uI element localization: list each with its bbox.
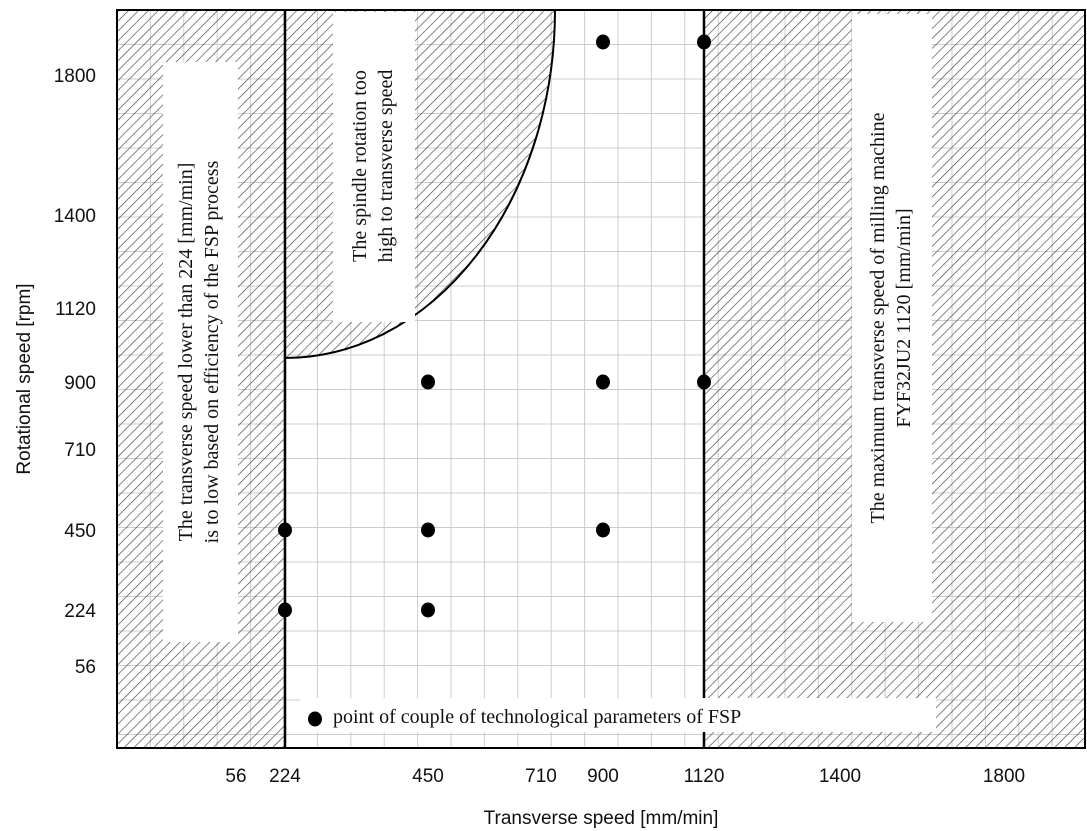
x-tick-labels: 56 224 450 710 900 1120 1400 1800: [225, 766, 1025, 787]
low-zone-label-line1: The transverse speed lower than 224 [mm/…: [175, 163, 197, 542]
y-tick-label: 710: [64, 440, 96, 461]
data-point: [421, 602, 435, 618]
x-tick-label: 224: [269, 766, 301, 787]
data-point: [421, 522, 435, 538]
data-point: [278, 602, 292, 618]
y-tick-label: 56: [75, 657, 96, 678]
x-tick-label: 900: [587, 766, 619, 787]
legend-marker: [308, 711, 322, 727]
max-zone-label-bg: [852, 14, 932, 622]
x-tick-label: 56: [225, 766, 246, 787]
data-point: [697, 374, 711, 390]
data-point: [596, 374, 610, 390]
data-point: [596, 522, 610, 538]
x-tick-label: 1800: [983, 766, 1025, 787]
low-zone-label-bg: [163, 62, 238, 642]
x-tick-label: 1400: [819, 766, 861, 787]
high-rotation-label-bg: [333, 12, 415, 322]
max-zone-label-line1: The maximum transverse speed of milling …: [867, 112, 889, 523]
high-rotation-label-line2: high to transverse speed: [375, 70, 397, 263]
max-zone-label-line2: FYF32JU2 1120 [mm/min]: [893, 208, 915, 427]
data-point: [596, 34, 610, 50]
x-tick-label: 1120: [684, 766, 725, 787]
y-tick-labels: 1800 1400 1120 900 710 450 224 56: [54, 66, 97, 678]
x-tick-label: 450: [412, 766, 444, 787]
data-points: [278, 34, 711, 618]
high-rotation-label-line1: The spindle rotation too: [349, 70, 371, 262]
y-axis-label: Rotational speed [rpm]: [14, 283, 35, 474]
x-axis-label: Transverse speed [mm/min]: [484, 808, 719, 829]
plot-frame: [116, 9, 1086, 749]
data-point: [278, 522, 292, 538]
y-tick-label: 1400: [54, 206, 96, 227]
y-tick-label: 450: [64, 521, 96, 542]
x-tick-label: 710: [525, 766, 557, 787]
data-point: [421, 374, 435, 390]
data-point: [697, 34, 711, 50]
y-tick-label: 900: [64, 373, 96, 394]
low-zone-label-line2: is to low based on efficiency of the FSP…: [201, 160, 223, 543]
legend-text: point of couple of technological paramet…: [333, 706, 741, 728]
y-tick-label: 1120: [55, 299, 96, 320]
y-tick-label: 1800: [54, 66, 96, 87]
y-tick-label: 224: [64, 601, 96, 622]
legend-bg: [300, 698, 936, 732]
